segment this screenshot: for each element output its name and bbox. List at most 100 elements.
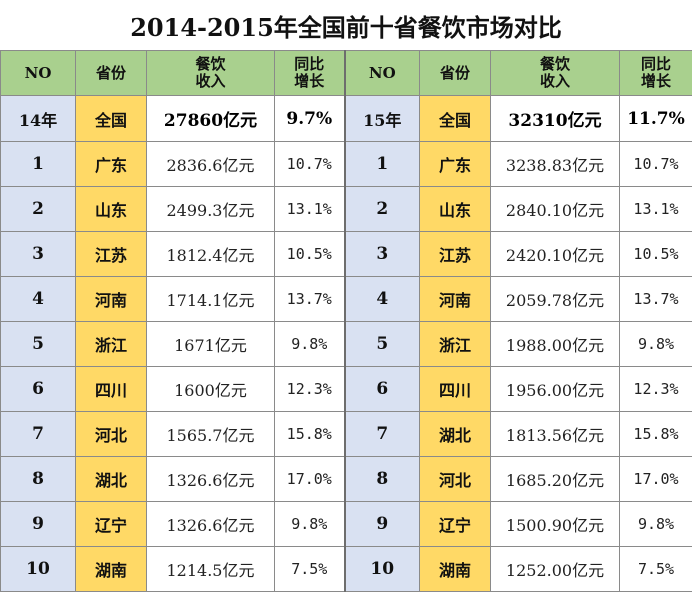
revenue-2014: 1326.6亿元 (147, 457, 275, 502)
growth-2015: 13.1% (620, 187, 692, 232)
province-2015: 湖南 (420, 547, 491, 592)
growth-2014: 13.1% (275, 187, 345, 232)
revenue-2014: 1671亿元 (147, 322, 275, 367)
province-2014: 河北 (76, 412, 147, 457)
revenue-2015: 2420.10亿元 (491, 232, 620, 277)
growth-2014: 10.5% (275, 232, 345, 277)
rank-2015: 3 (345, 232, 420, 277)
rank-2014: 5 (1, 322, 76, 367)
province-2014: 湖南 (76, 547, 147, 592)
revenue-2015: 1500.90亿元 (491, 502, 620, 547)
growth-2015: 17.0% (620, 457, 692, 502)
header-revenue-2015: 餐饮 收入 (491, 51, 620, 96)
province-2014: 广东 (76, 142, 147, 187)
province-2014: 辽宁 (76, 502, 147, 547)
rank-2014: 6 (1, 367, 76, 412)
header-growth-2015: 同比 增长 (620, 51, 692, 96)
rank-2014: 3 (1, 232, 76, 277)
header-revenue-2014: 餐饮 收入 (147, 51, 275, 96)
province-2014: 四川 (76, 367, 147, 412)
header-province-2015: 省份 (420, 51, 491, 96)
rank-2015: 8 (345, 457, 420, 502)
revenue-2015: 3238.83亿元 (491, 142, 620, 187)
page-title: 2014-2015年全国前十省餐饮市场对比 (0, 0, 692, 51)
revenue-2015: 1252.00亿元 (491, 547, 620, 592)
province-2015: 江苏 (420, 232, 491, 277)
growth-2014: 12.3% (275, 367, 345, 412)
province-2015: 四川 (420, 367, 491, 412)
province-2015: 辽宁 (420, 502, 491, 547)
province-2015: 广东 (420, 142, 491, 187)
revenue-2014: 1600亿元 (147, 367, 275, 412)
revenue-2015: 1813.56亿元 (491, 412, 620, 457)
province-2015: 湖北 (420, 412, 491, 457)
province-2015: 山东 (420, 187, 491, 232)
province-2015: 河南 (420, 277, 491, 322)
revenue-2014: 1812.4亿元 (147, 232, 275, 277)
header-growth-line2: 增长 (620, 73, 692, 90)
province-2014: 山东 (76, 187, 147, 232)
header-revenue-line1: 餐饮 (491, 56, 619, 73)
growth-2014: 7.5% (275, 547, 345, 592)
growth-2014: 9.8% (275, 502, 345, 547)
growth-2014: 9.8% (275, 322, 345, 367)
revenue-2014: 1714.1亿元 (147, 277, 275, 322)
rank-2014: 2 (1, 187, 76, 232)
growth-2015: 9.8% (620, 502, 692, 547)
totals-row: 14年 全国 27860亿元 9.7% 15年 全国 32310亿元 11.7% (1, 96, 692, 142)
province-2014: 湖北 (76, 457, 147, 502)
revenue-2015: 1988.00亿元 (491, 322, 620, 367)
header-no-2015: NO (345, 51, 420, 96)
revenue-2014: 1214.5亿元 (147, 547, 275, 592)
growth-2014: 17.0% (275, 457, 345, 502)
header-growth-line1: 同比 (275, 56, 344, 73)
header-growth-2014: 同比 增长 (275, 51, 345, 96)
rank-2015: 9 (345, 502, 420, 547)
header-no-2014: NO (1, 51, 76, 96)
revenue-2014: 1565.7亿元 (147, 412, 275, 457)
rank-2015: 2 (345, 187, 420, 232)
province-2015: 浙江 (420, 322, 491, 367)
growth-2015: 10.5% (620, 232, 692, 277)
header-growth-line2: 增长 (275, 73, 344, 90)
header-revenue-line2: 收入 (147, 73, 274, 90)
header-row: NO 省份 餐饮 收入 同比 增长 NO 省份 餐饮 收入 同比 (1, 51, 692, 96)
total-revenue-2014: 27860亿元 (147, 96, 275, 142)
rank-2015: 1 (345, 142, 420, 187)
revenue-2015: 1685.20亿元 (491, 457, 620, 502)
rank-2015: 4 (345, 277, 420, 322)
total-province-2014: 全国 (76, 96, 147, 142)
growth-2015: 9.8% (620, 322, 692, 367)
rank-2014: 7 (1, 412, 76, 457)
rank-2014: 8 (1, 457, 76, 502)
revenue-2015: 1956.00亿元 (491, 367, 620, 412)
total-revenue-2015: 32310亿元 (491, 96, 620, 142)
growth-2014: 15.8% (275, 412, 345, 457)
revenue-2014: 2499.3亿元 (147, 187, 275, 232)
total-year-2015: 15年 (345, 96, 420, 142)
header-growth-line1: 同比 (620, 56, 692, 73)
growth-2015: 12.3% (620, 367, 692, 412)
province-2015: 河北 (420, 457, 491, 502)
rank-2015: 10 (345, 547, 420, 592)
rank-2014: 10 (1, 547, 76, 592)
province-2014: 江苏 (76, 232, 147, 277)
rank-2015: 5 (345, 322, 420, 367)
revenue-2014: 2836.6亿元 (147, 142, 275, 187)
total-year-2014: 14年 (1, 96, 76, 142)
total-province-2015: 全国 (420, 96, 491, 142)
growth-2015: 15.8% (620, 412, 692, 457)
total-growth-2014: 9.7% (275, 96, 345, 142)
growth-2015: 13.7% (620, 277, 692, 322)
rank-2014: 9 (1, 502, 76, 547)
province-2014: 浙江 (76, 322, 147, 367)
growth-2015: 10.7% (620, 142, 692, 187)
growth-2015: 7.5% (620, 547, 692, 592)
